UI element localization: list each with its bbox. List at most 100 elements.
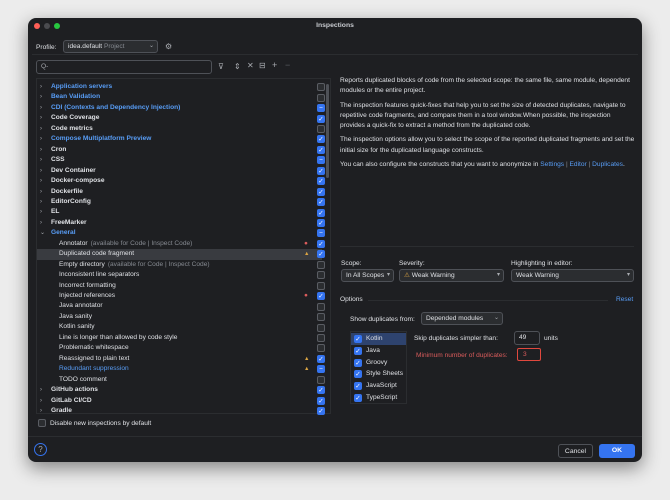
tree-row[interactable]: › GitLab CI/CD ✓ xyxy=(37,396,325,406)
tree-row[interactable]: › Compose Multiplatform Preview ✓ xyxy=(37,134,325,144)
enabled-checkbox[interactable] xyxy=(317,313,325,322)
tree-row[interactable]: › Docker-compose ✓ xyxy=(37,176,325,186)
language-item[interactable]: ✓ Groovy xyxy=(351,357,406,369)
language-checkbox[interactable]: ✓ xyxy=(354,346,362,355)
tree-row[interactable]: › CSS − xyxy=(37,155,325,165)
chevron-right-icon[interactable]: › xyxy=(40,146,42,153)
tree-row[interactable]: › GitHub actions ✓ xyxy=(37,385,325,395)
tree-row[interactable]: › Application servers xyxy=(37,82,325,92)
tree-row[interactable]: Reassigned to plain text ▲ ✓ xyxy=(37,354,325,364)
language-checkbox[interactable]: ✓ xyxy=(354,370,362,379)
tree-row[interactable]: › Code metrics xyxy=(37,124,325,134)
tree-row[interactable]: › CDI (Contexts and Dependency Injection)… xyxy=(37,103,325,113)
tree-row[interactable]: Empty directory (available for Code | Ins… xyxy=(37,260,325,270)
help-button[interactable]: ? xyxy=(34,443,47,456)
tree-row[interactable]: Inconsistent line separators xyxy=(37,270,325,280)
language-checkbox[interactable]: ✓ xyxy=(354,358,362,367)
scope-dropdown[interactable]: In All Scopes ▾ xyxy=(341,269,394,282)
duplicates-link[interactable]: Duplicates xyxy=(592,161,623,169)
tree-row[interactable]: TODO comment xyxy=(37,375,325,385)
enabled-checkbox[interactable] xyxy=(317,333,325,342)
language-checkbox[interactable]: ✓ xyxy=(354,394,362,402)
enabled-checkbox[interactable]: ✓ xyxy=(317,396,325,405)
enabled-checkbox[interactable] xyxy=(317,375,325,384)
collapse-all-icon[interactable]: ✕ xyxy=(247,61,254,70)
chevron-right-icon[interactable]: › xyxy=(40,178,42,185)
chevron-right-icon[interactable]: › xyxy=(40,219,42,226)
chevron-right-icon[interactable]: › xyxy=(40,387,42,394)
tree-row[interactable]: › EL ✓ xyxy=(37,207,325,217)
language-item[interactable]: ✓ TypeScript xyxy=(351,392,406,404)
enabled-checkbox[interactable]: ✓ xyxy=(317,208,325,217)
tree-row[interactable]: Kotlin sanity xyxy=(37,322,325,332)
tree-row[interactable]: Problematic whitespace xyxy=(37,343,325,353)
tree-row[interactable]: › Dev Container ✓ xyxy=(37,166,325,176)
close-window-button[interactable] xyxy=(34,23,40,29)
min-duplicates-input[interactable]: 3 xyxy=(517,348,541,361)
show-from-dropdown[interactable]: Depended modules ⌄ xyxy=(421,312,503,325)
minimize-window-button[interactable] xyxy=(44,23,50,29)
tree-row[interactable]: Java annotator xyxy=(37,301,325,311)
tree-row[interactable]: Injected references ● ✓ xyxy=(37,291,325,301)
chevron-right-icon[interactable]: › xyxy=(40,136,42,143)
tree-row[interactable]: Redundant suppression ▲ − xyxy=(37,364,325,374)
enabled-checkbox[interactable] xyxy=(317,281,325,290)
ok-button[interactable]: OK xyxy=(599,444,635,458)
enabled-checkbox[interactable]: ✓ xyxy=(317,187,325,196)
enabled-checkbox[interactable]: ✓ xyxy=(317,239,325,248)
chevron-right-icon[interactable]: › xyxy=(40,397,42,404)
language-item[interactable]: ✓ JavaScript xyxy=(351,380,406,392)
chevron-right-icon[interactable]: › xyxy=(40,84,42,90)
enabled-checkbox[interactable] xyxy=(317,271,325,280)
expand-all-icon[interactable]: ⇕ xyxy=(234,62,241,71)
enabled-checkbox[interactable]: ✓ xyxy=(317,354,325,363)
enabled-checkbox[interactable]: ✓ xyxy=(317,114,325,123)
add-icon[interactable]: + xyxy=(272,60,278,70)
enabled-checkbox[interactable]: ✓ xyxy=(317,386,325,395)
disable-new-checkbox[interactable] xyxy=(38,419,46,427)
chevron-right-icon[interactable]: › xyxy=(40,115,42,122)
language-item[interactable]: ✓ Style Sheets xyxy=(351,368,406,380)
tree-row[interactable]: › FreeMarker ✓ xyxy=(37,218,325,228)
chevron-right-icon[interactable]: › xyxy=(40,209,42,216)
enabled-checkbox[interactable]: − xyxy=(317,365,325,374)
enabled-checkbox[interactable] xyxy=(317,93,325,102)
profile-dropdown[interactable]: idea.default Project ⌄ xyxy=(63,40,158,53)
filter-icon[interactable]: ⊽ xyxy=(218,62,224,71)
chevron-right-icon[interactable]: › xyxy=(40,125,42,132)
chevron-right-icon[interactable]: › xyxy=(40,104,42,111)
enabled-checkbox[interactable] xyxy=(317,124,325,133)
enabled-checkbox[interactable]: − xyxy=(317,229,325,238)
enabled-checkbox[interactable]: ✓ xyxy=(317,177,325,186)
enabled-checkbox[interactable]: ✓ xyxy=(317,407,325,416)
chevron-right-icon[interactable]: › xyxy=(40,198,42,205)
enabled-checkbox[interactable]: ✓ xyxy=(317,219,325,228)
tree-row[interactable]: › Dockerfile ✓ xyxy=(37,187,325,197)
highlighting-dropdown[interactable]: Weak Warning ▾ xyxy=(511,269,634,282)
enabled-checkbox[interactable]: ✓ xyxy=(317,145,325,154)
settings-link[interactable]: Settings xyxy=(540,161,565,169)
tree-row[interactable]: Java sanity xyxy=(37,312,325,322)
tree-row[interactable]: › Code Coverage ✓ xyxy=(37,113,325,123)
enabled-checkbox[interactable]: ✓ xyxy=(317,198,325,207)
chevron-right-icon[interactable]: › xyxy=(40,407,42,414)
tree-row[interactable]: Annotator (available for Code | Inspect C… xyxy=(37,239,325,249)
chevron-right-icon[interactable]: › xyxy=(40,157,42,164)
enabled-checkbox[interactable] xyxy=(317,302,325,311)
chevron-right-icon[interactable]: › xyxy=(40,188,42,195)
language-item[interactable]: ✓ Kotlin xyxy=(351,333,406,345)
reset-link[interactable]: Reset xyxy=(616,296,634,303)
language-checkbox[interactable]: ✓ xyxy=(354,382,362,391)
search-input[interactable]: Q- xyxy=(36,60,212,74)
enabled-checkbox[interactable]: ✓ xyxy=(317,250,325,259)
enabled-checkbox[interactable]: − xyxy=(317,104,325,113)
enabled-checkbox[interactable] xyxy=(317,323,325,332)
gear-icon[interactable]: ⚙ xyxy=(165,42,173,51)
tree-row[interactable]: › Gradle ✓ xyxy=(37,406,325,416)
enabled-checkbox[interactable]: ✓ xyxy=(317,292,325,301)
cancel-button[interactable]: Cancel xyxy=(558,444,593,458)
enabled-checkbox[interactable]: ✓ xyxy=(317,135,325,144)
language-checkbox[interactable]: ✓ xyxy=(354,335,362,343)
enabled-checkbox[interactable]: ✓ xyxy=(317,166,325,175)
zoom-window-button[interactable] xyxy=(54,23,60,29)
